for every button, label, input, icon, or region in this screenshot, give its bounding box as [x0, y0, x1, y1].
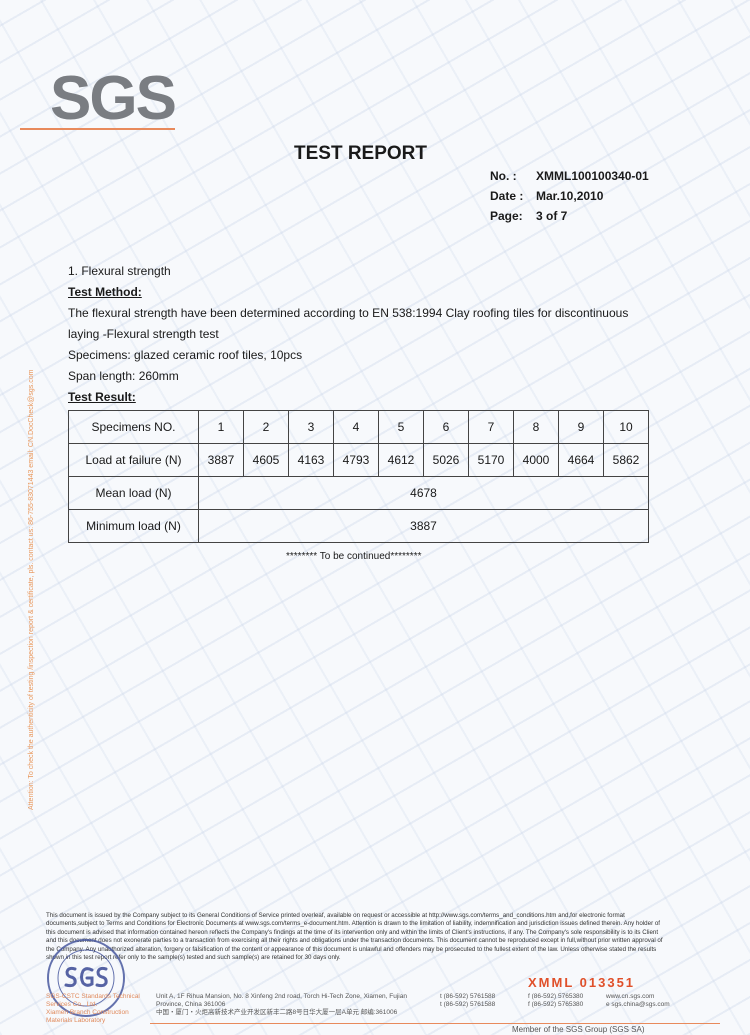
section-title: 1. Flexural strength — [68, 264, 171, 278]
web-contact: www.cn.sgs.com e sgs.china@sgs.com — [606, 993, 670, 1009]
results-table: Specimens NO. 1 2 3 4 5 6 7 8 9 10 Load at failure… — [68, 410, 649, 543]
load-value: 4664 — [558, 443, 604, 477]
date-label: Date : — [490, 189, 524, 203]
footer-divider — [150, 1023, 720, 1024]
company-line: SGS-CSTC Standards Technical Services Co… — [46, 993, 140, 1008]
load-value: 5862 — [603, 443, 649, 477]
logo-divider — [20, 128, 175, 130]
tel-line: t (86-592) 5761588 — [440, 993, 496, 1000]
email-line: e sgs.china@sgs.com — [606, 1001, 670, 1008]
report-meta: No. : XMML100100340-01 Date : Mar.10,2010 … — [490, 166, 649, 226]
method-line: Span length: 260mm — [68, 369, 179, 383]
fax-line: f (86-592) 5765380 — [528, 1001, 584, 1008]
table-row: Load at failure (N) 3887 4605 4163 4793 4612 5… — [68, 443, 649, 477]
fax: f (86-592) 5765380 f (86-592) 5765380 — [528, 993, 583, 1009]
specimen-number: 3 — [288, 410, 334, 444]
mean-label: Mean load (N) — [68, 476, 199, 510]
address: Unit A, 1F Rihua Mansion, No. 8 Xinfeng … — [156, 993, 432, 1017]
member-note: Member of the SGS Group (SGS SA) — [512, 1025, 645, 1034]
result-heading: Test Result: — [68, 390, 136, 404]
page-title: TEST REPORT — [294, 143, 428, 164]
table-row: Minimum load (N) 3887 — [68, 509, 649, 543]
load-value: 5026 — [423, 443, 469, 477]
report-body: 1. Flexural strength Test Method: The fl… — [68, 261, 728, 408]
company-line: Xiamen Branch Construction Materials Lab… — [46, 1009, 129, 1024]
tel-line: t (86-592) 5761588 — [440, 1001, 496, 1008]
page-label: Page: — [490, 209, 523, 223]
specimen-number: 8 — [513, 410, 559, 444]
method-line: Specimens: glazed ceramic roof tiles, 10… — [68, 348, 303, 362]
specimen-number: 2 — [243, 410, 289, 444]
no-label: No. : — [490, 169, 517, 183]
sgs-stamp — [47, 939, 125, 1017]
web-line: www.cn.sgs.com — [606, 993, 655, 1000]
report-date: Mar.10,2010 — [536, 189, 604, 203]
telephone: t (86-592) 5761588 t (86-592) 5761588 — [440, 993, 495, 1009]
footer-disclaimer: This document is issued by the Company s… — [46, 912, 663, 962]
report-number: XMML100100340-01 — [536, 169, 649, 183]
min-label: Minimum load (N) — [68, 509, 199, 543]
load-label: Load at failure (N) — [68, 443, 199, 477]
specimen-number: 1 — [198, 410, 244, 444]
specimen-number: 6 — [423, 410, 469, 444]
specimen-number: 4 — [333, 410, 379, 444]
method-line: The flexural strength have been determin… — [68, 306, 629, 320]
load-value: 4612 — [378, 443, 424, 477]
sgs-logo: SGS — [50, 64, 177, 133]
fax-line: f (86-592) 5765380 — [528, 993, 584, 1000]
specimen-number: 9 — [558, 410, 604, 444]
load-value: 4163 — [288, 443, 334, 477]
method-heading: Test Method: — [68, 285, 142, 299]
load-value: 3887 — [198, 443, 244, 477]
company-name: SGS-CSTC Standards Technical Services Co… — [46, 993, 150, 1025]
page-number: 3 of 7 — [536, 209, 568, 223]
load-value: 4605 — [243, 443, 289, 477]
method-line: laying -Flexural strength test — [68, 327, 219, 341]
load-value: 5170 — [468, 443, 514, 477]
stamp-lettering — [64, 966, 108, 988]
header-label: Specimens NO. — [68, 410, 199, 444]
table-row: Mean load (N) 4678 — [68, 476, 649, 510]
serial-number: XMML 013351 — [528, 975, 636, 990]
load-value: 4000 — [513, 443, 559, 477]
min-value: 3887 — [198, 509, 649, 543]
specimen-number: 5 — [378, 410, 424, 444]
address-line: 中国・厦门・火炬高新技术产业开发区新丰二路8号日华大厦一层A单元 邮编:3610… — [156, 1009, 398, 1016]
table-row: Specimens NO. 1 2 3 4 5 6 7 8 9 10 — [68, 410, 649, 444]
load-value: 4793 — [333, 443, 379, 477]
specimen-number: 10 — [603, 410, 649, 444]
continued-note: ******** To be continued******** — [286, 551, 422, 562]
specimen-number: 7 — [468, 410, 514, 444]
mean-value: 4678 — [198, 476, 649, 510]
address-line: Unit A, 1F Rihua Mansion, No. 8 Xinfeng … — [156, 993, 407, 1008]
side-note: Attention: To check the authenticity of … — [28, 369, 35, 810]
